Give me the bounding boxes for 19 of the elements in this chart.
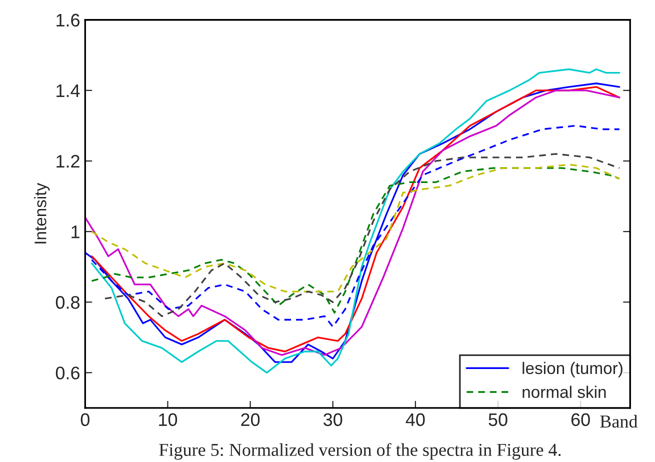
legend-label: lesion (tumor) [522,362,622,378]
x-tick-label: 50 [488,413,508,426]
y-tick-label: 1 [72,226,80,238]
y-tick-label: 0.6 [56,366,80,380]
x-tick-label: 60 [571,413,590,426]
x-axis-title: Band [600,414,638,428]
y-tick-label: 1.2 [56,154,80,168]
y-tick-label: 0.8 [56,296,80,309]
line-series [90,164,620,292]
x-tick-label: 10 [159,413,178,426]
x-tick-label: 30 [324,413,342,426]
y-tick-label: 1.6 [56,14,80,27]
y-tick-label: 1.4 [56,84,80,97]
x-tick-label: 20 [241,413,260,426]
caption: Figure 5: Normalized version of the spectra in Figure 4. [159,443,561,460]
x-tick-label: 40 [406,413,425,426]
y-axis-title: Intensity [34,182,50,244]
legend-label: normal skin [522,386,606,398]
x-tick-label: 0 [80,413,90,426]
